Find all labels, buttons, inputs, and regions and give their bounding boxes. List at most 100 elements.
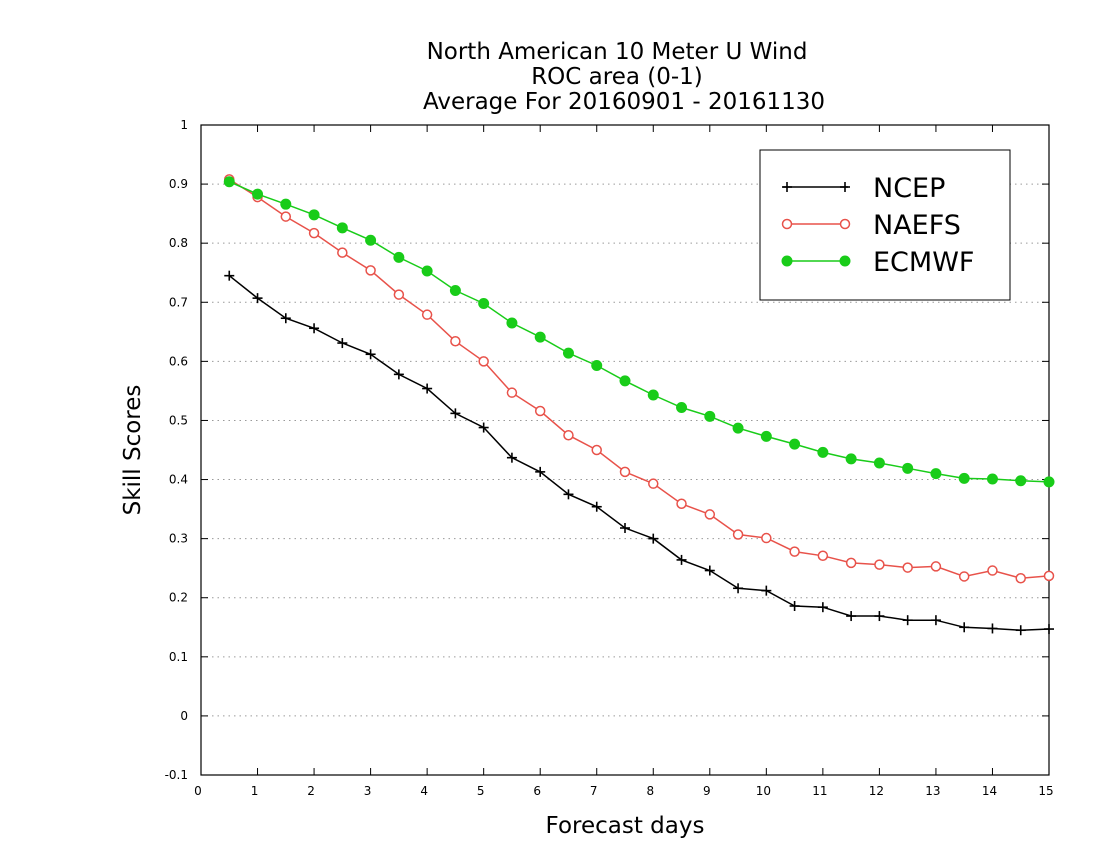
data-point-ecmwf xyxy=(252,188,264,200)
legend-marker-ncep xyxy=(782,182,792,192)
x-tick-label: 9 xyxy=(703,784,711,798)
y-tick-label: 0.9 xyxy=(169,177,188,191)
data-point-naefs xyxy=(817,550,829,562)
data-point-ncep xyxy=(563,489,574,500)
x-tick-label: 4 xyxy=(420,784,428,798)
data-point-naefs xyxy=(534,405,546,417)
data-point-ecmwf xyxy=(930,468,942,480)
data-point-ecmwf xyxy=(986,473,998,485)
data-point-ncep xyxy=(309,323,320,334)
data-point-naefs xyxy=(648,478,659,489)
x-tick-label: 10 xyxy=(756,784,771,798)
x-tick-label: 14 xyxy=(982,784,997,798)
y-tick-label: 0.7 xyxy=(169,295,188,309)
data-point-naefs xyxy=(1015,572,1026,584)
x-tick-label: 15 xyxy=(1038,784,1053,798)
data-point-naefs xyxy=(591,444,602,456)
x-tick-label: 8 xyxy=(646,784,654,798)
data-point-naefs xyxy=(337,247,348,258)
data-point-ecmwf xyxy=(732,422,744,434)
chart-title-line3: Average For 20160901 - 20161130 xyxy=(423,89,825,115)
series-ecmwf xyxy=(223,176,1055,488)
data-point-ecmwf xyxy=(534,331,546,343)
data-point-ncep xyxy=(535,466,546,477)
data-point-naefs xyxy=(732,529,744,540)
series-line-ncep xyxy=(228,275,1050,631)
y-tick-label: 0.5 xyxy=(169,413,188,427)
data-point-ecmwf xyxy=(902,462,914,474)
data-point-ncep xyxy=(676,554,687,565)
data-point-ncep xyxy=(648,533,659,544)
legend-marker-ecmwf xyxy=(781,255,793,267)
y-tick-label: 0.1 xyxy=(169,650,188,664)
data-point-naefs xyxy=(393,289,405,300)
y-tick-label: 0.8 xyxy=(169,236,188,250)
y-tick-label: -0.1 xyxy=(165,768,188,782)
legend-marker-ecmwf xyxy=(839,255,851,267)
data-point-ncep xyxy=(620,523,630,533)
data-point-ecmwf xyxy=(958,472,970,484)
legend-marker-naefs xyxy=(781,218,793,230)
legend-entry-naefs: NAEFS xyxy=(781,210,961,241)
data-point-ncep xyxy=(365,349,376,360)
x-tick-label: 2 xyxy=(307,784,315,798)
y-tick-label: 1 xyxy=(180,118,188,132)
data-point-naefs xyxy=(478,356,489,367)
legend-box xyxy=(759,149,1011,301)
data-point-ecmwf xyxy=(647,389,659,401)
data-point-ncep xyxy=(733,583,744,594)
series-ncep xyxy=(224,270,1054,636)
legend-entry-ncep: NCEP xyxy=(782,173,945,204)
data-point-ecmwf xyxy=(478,297,490,309)
data-point-ncep xyxy=(393,369,404,380)
data-point-ecmwf xyxy=(280,198,292,210)
x-tick-label: 13 xyxy=(925,784,940,798)
data-point-ncep xyxy=(789,601,800,611)
data-point-ecmwf xyxy=(562,347,574,359)
data-point-ncep xyxy=(224,270,235,281)
data-point-ecmwf xyxy=(421,265,433,277)
x-tick-label: 5 xyxy=(477,784,485,798)
data-point-ecmwf xyxy=(506,317,518,329)
data-point-naefs xyxy=(958,571,970,582)
legend: NCEP NAEFS ECMWF xyxy=(759,149,1011,301)
x-axis-label: Forecast days xyxy=(546,813,705,839)
data-point-naefs xyxy=(308,227,320,239)
data-point-naefs xyxy=(987,565,998,576)
data-point-ncep xyxy=(252,293,263,304)
series-naefs xyxy=(224,174,1055,584)
data-point-ecmwf xyxy=(845,453,857,465)
data-point-ncep xyxy=(591,501,602,512)
plot-frame xyxy=(200,124,1050,776)
data-point-naefs xyxy=(930,561,942,572)
data-point-ncep xyxy=(1015,625,1026,636)
y-axis-label: Skill Scores xyxy=(120,385,146,516)
data-point-ncep xyxy=(987,623,998,634)
data-point-ncep xyxy=(846,611,857,622)
data-point-ecmwf xyxy=(308,209,320,221)
data-point-ecmwf xyxy=(676,401,688,413)
data-point-naefs xyxy=(619,466,631,478)
x-axis-ticks: 0 1 2 3 4 5 6 7 8 9 10 11 12 13 14 15 xyxy=(194,125,1054,798)
data-point-ecmwf xyxy=(873,457,885,469)
x-tick-label: 3 xyxy=(364,784,372,798)
x-tick-label: 0 xyxy=(194,784,202,798)
data-point-ncep xyxy=(704,565,715,576)
data-point-ecmwf xyxy=(365,234,377,246)
y-tick-label: 0.3 xyxy=(169,532,188,546)
data-point-naefs xyxy=(365,265,376,276)
y-tick-label: 0.6 xyxy=(169,354,188,368)
data-point-naefs xyxy=(676,498,687,510)
y-tick-label: 0.2 xyxy=(169,591,188,605)
data-point-ncep xyxy=(817,602,828,613)
y-tick-label: 0 xyxy=(180,709,188,723)
y-tick-label: 0.4 xyxy=(169,473,188,487)
data-point-naefs xyxy=(450,336,461,347)
chart-title-line1: North American 10 Meter U Wind xyxy=(427,39,808,65)
data-point-ecmwf xyxy=(1043,476,1055,488)
data-point-ncep xyxy=(280,313,291,324)
data-point-ecmwf xyxy=(619,375,631,387)
data-point-naefs xyxy=(874,559,885,570)
legend-label-ecmwf: ECMWF xyxy=(873,247,974,278)
